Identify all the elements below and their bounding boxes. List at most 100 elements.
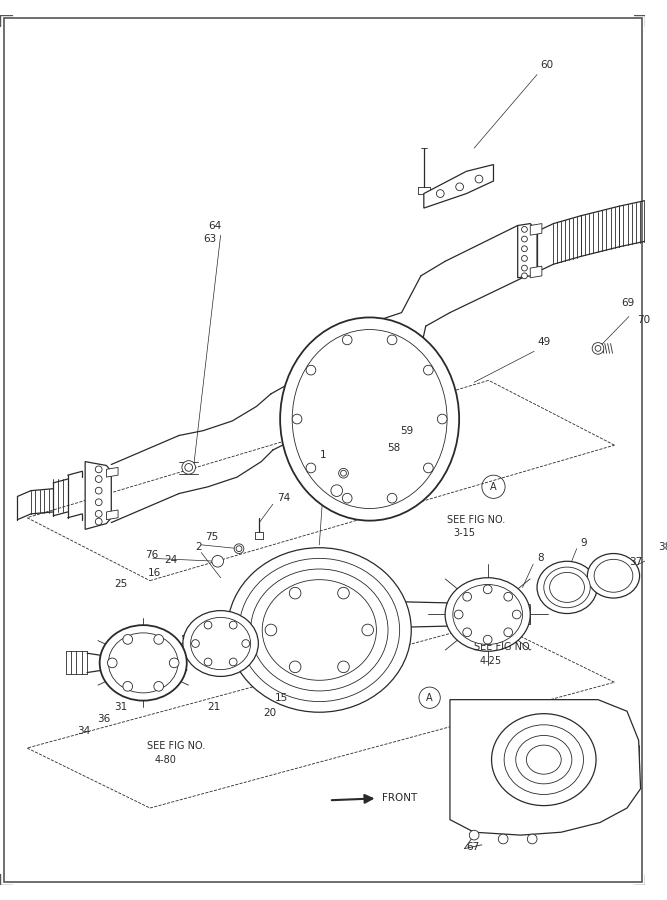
Text: 64: 64 <box>208 220 221 230</box>
Text: 59: 59 <box>401 426 414 436</box>
Circle shape <box>229 658 237 666</box>
Circle shape <box>169 658 179 668</box>
Text: 15: 15 <box>275 693 288 703</box>
Text: 60: 60 <box>540 60 553 70</box>
Circle shape <box>95 518 102 525</box>
Circle shape <box>182 461 195 474</box>
Circle shape <box>191 640 199 647</box>
Circle shape <box>107 658 117 668</box>
Circle shape <box>123 634 133 644</box>
Circle shape <box>265 625 277 635</box>
Circle shape <box>342 335 352 345</box>
Ellipse shape <box>191 617 251 670</box>
Ellipse shape <box>262 580 376 680</box>
Text: FRONT: FRONT <box>382 793 418 804</box>
Text: 37: 37 <box>629 557 642 567</box>
Circle shape <box>95 510 102 518</box>
Text: SEE FIG NO.: SEE FIG NO. <box>447 515 506 525</box>
Text: 4-80: 4-80 <box>155 754 177 765</box>
Circle shape <box>504 628 512 636</box>
Circle shape <box>388 335 397 345</box>
Circle shape <box>522 256 528 261</box>
Circle shape <box>528 834 537 844</box>
Ellipse shape <box>239 558 400 702</box>
Text: 67: 67 <box>466 842 480 851</box>
Text: 38: 38 <box>658 542 667 552</box>
Ellipse shape <box>537 562 597 614</box>
Circle shape <box>289 661 301 672</box>
Polygon shape <box>424 165 494 208</box>
Circle shape <box>424 365 433 375</box>
Text: 69: 69 <box>621 298 634 308</box>
Circle shape <box>512 610 521 619</box>
Circle shape <box>475 176 483 183</box>
Text: 70: 70 <box>637 315 650 325</box>
Circle shape <box>229 621 237 629</box>
Circle shape <box>212 555 223 567</box>
Ellipse shape <box>183 610 258 677</box>
Circle shape <box>95 466 102 472</box>
Ellipse shape <box>251 569 388 691</box>
Circle shape <box>339 468 348 478</box>
Ellipse shape <box>550 572 584 602</box>
Circle shape <box>424 464 433 472</box>
Circle shape <box>204 621 212 629</box>
Circle shape <box>154 681 163 691</box>
Ellipse shape <box>108 633 178 693</box>
Circle shape <box>342 493 352 503</box>
Circle shape <box>95 475 102 482</box>
Polygon shape <box>107 467 118 477</box>
Circle shape <box>438 414 447 424</box>
Circle shape <box>522 266 528 271</box>
Circle shape <box>95 487 102 494</box>
Text: A: A <box>490 482 497 491</box>
Ellipse shape <box>594 559 633 592</box>
Ellipse shape <box>99 626 187 700</box>
Text: 2: 2 <box>195 542 202 552</box>
Text: 31: 31 <box>114 702 127 713</box>
Ellipse shape <box>588 554 640 598</box>
Text: 20: 20 <box>263 708 276 718</box>
Circle shape <box>522 227 528 232</box>
Polygon shape <box>107 510 118 519</box>
Ellipse shape <box>227 548 412 712</box>
Polygon shape <box>530 266 542 278</box>
Ellipse shape <box>445 578 530 652</box>
Circle shape <box>289 588 301 598</box>
Text: SEE FIG NO.: SEE FIG NO. <box>147 741 205 751</box>
Text: A: A <box>426 693 433 703</box>
Circle shape <box>306 464 315 472</box>
Text: 34: 34 <box>77 725 91 735</box>
Ellipse shape <box>526 745 561 774</box>
Circle shape <box>331 485 343 497</box>
Polygon shape <box>530 223 542 235</box>
Text: 8: 8 <box>537 554 544 563</box>
Text: 9: 9 <box>580 538 587 548</box>
Circle shape <box>498 834 508 844</box>
Circle shape <box>504 592 512 601</box>
Ellipse shape <box>516 735 572 784</box>
Text: 76: 76 <box>145 550 158 560</box>
Circle shape <box>292 414 302 424</box>
Text: 3-15: 3-15 <box>453 528 475 538</box>
Circle shape <box>338 588 350 598</box>
Ellipse shape <box>544 567 590 608</box>
Text: 25: 25 <box>114 579 127 589</box>
Ellipse shape <box>504 724 584 795</box>
Circle shape <box>436 190 444 197</box>
Text: 16: 16 <box>148 568 161 578</box>
Circle shape <box>470 831 479 840</box>
Circle shape <box>242 640 249 647</box>
Circle shape <box>454 610 463 619</box>
Ellipse shape <box>492 714 596 806</box>
Text: 36: 36 <box>97 714 110 724</box>
Circle shape <box>95 499 102 506</box>
Circle shape <box>306 365 315 375</box>
Text: 4-25: 4-25 <box>480 656 502 666</box>
Circle shape <box>522 246 528 252</box>
Text: 58: 58 <box>387 443 400 453</box>
Polygon shape <box>85 462 111 529</box>
Text: 75: 75 <box>205 532 218 542</box>
Text: SEE FIG NO.: SEE FIG NO. <box>474 643 532 652</box>
Circle shape <box>522 236 528 242</box>
